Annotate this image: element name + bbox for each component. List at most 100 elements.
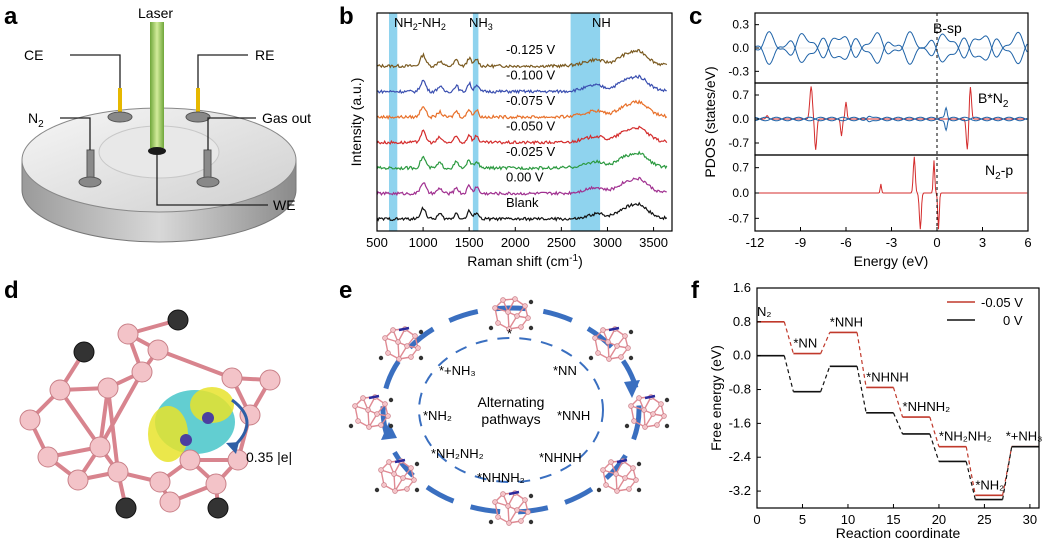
energy-connector (783, 321, 794, 354)
raman-series-line (376, 150, 668, 171)
adsorbate-n2 (608, 326, 620, 332)
pathway-atom (408, 354, 414, 360)
fe-y-tick-label: 0.8 (733, 314, 751, 329)
pathway-atom (352, 403, 358, 409)
pathway-atom (605, 339, 611, 345)
laser-beam (150, 22, 164, 148)
fe-x-tick-label: 5 (799, 512, 806, 527)
boron-atom (107, 461, 129, 483)
pathway-cluster-3 (596, 458, 642, 494)
boron-atom (147, 339, 169, 361)
pathway-atom (641, 407, 647, 413)
raman-series-line (376, 176, 667, 197)
pathway-atom (618, 354, 624, 360)
pathway-center-line2: pathways (481, 411, 540, 427)
pathway-bond (397, 341, 400, 360)
pathway-atom (522, 303, 528, 309)
step-label: *NN (793, 336, 817, 351)
pathway-atom (512, 296, 518, 302)
free-energy-x-axis-title: Reaction coordinate (836, 525, 961, 541)
raman-x-tick-label: 2500 (547, 235, 576, 250)
raman-series-label: -0.125 V (506, 42, 555, 57)
energy-connector (856, 366, 867, 413)
fe-x-tick-label: 10 (841, 512, 855, 527)
raman-series-line (376, 99, 668, 120)
pathway-bond (607, 341, 610, 360)
raman-x-tick-label: 3000 (593, 235, 622, 250)
pathway-terminal-atom (374, 487, 380, 493)
pathway-terminal-atom (528, 493, 534, 499)
pdos-x-tick-label: 3 (979, 235, 986, 250)
fe-x-tick-label: 0 (753, 512, 760, 527)
pathway-terminal-atom (418, 355, 424, 361)
pathway-atom (395, 339, 401, 345)
energy-connector (783, 355, 794, 392)
pathway-cycle: e Alternating pathways * *NN *NNH *NHNH … (339, 277, 670, 526)
pathway-terminal-atom (664, 397, 670, 403)
pathway-terminal-atom (528, 325, 534, 331)
boron-atom (117, 323, 139, 345)
pathway-atom (408, 465, 414, 471)
pathway-terminal-atom (636, 461, 642, 467)
pathway-atom (592, 335, 598, 341)
species-nhnh: *NHNH (539, 450, 582, 465)
pathway-atom (404, 486, 410, 492)
we-label: WE (273, 197, 296, 213)
pathway-atom (500, 297, 506, 303)
pathway-atom (525, 509, 531, 515)
pathway-atom (606, 356, 612, 362)
free-energy-legend: -0.05 V 0 V (947, 295, 1023, 328)
pathway-atom (600, 467, 606, 473)
pathway-atom (600, 327, 606, 333)
callout-lines (60, 54, 268, 206)
pathway-atom (642, 424, 648, 430)
pathway-atom (631, 418, 637, 424)
adsorbate-n2 (368, 394, 380, 400)
boron-atom (89, 436, 111, 458)
pathway-atom (355, 418, 361, 424)
gas-outlet (196, 149, 220, 188)
pathway-atom (505, 309, 511, 315)
pathway-atom (381, 482, 387, 488)
raman-x-axis-title: Raman shift (cm-1) (467, 253, 583, 269)
nitrogen-atom (180, 434, 192, 446)
pdos-legend-n2p: N2-p (985, 162, 1013, 182)
pdos-y-tick-label: 0.0 (732, 112, 749, 126)
pdos-x-tick-label: -12 (746, 235, 765, 250)
free-energy-chart: f N₂ *NN *NNH *NHNH *NHNH₂ *NH₂NH₂ *NH₂ *+NH₃ 0 5… (691, 277, 1043, 541)
pdos-curve (755, 156, 1028, 230)
pdos-x-tick-label: -6 (840, 235, 852, 250)
pathway-terminal-atom (664, 423, 670, 429)
adsorbate-n2 (508, 490, 520, 496)
pathway-atom (518, 324, 524, 330)
raman-series-label: -0.075 V (506, 93, 555, 108)
panel-e-label: e (339, 277, 352, 304)
re-label: RE (255, 47, 274, 63)
pdos-y-tick-label: 0.3 (732, 18, 749, 32)
boron-atom (131, 361, 153, 383)
fe-y-tick-label: 0.0 (733, 348, 751, 363)
boron-atom (239, 404, 261, 426)
pdos-y-tick-label: 0.0 (732, 186, 749, 200)
pathway-terminal-atom (388, 423, 394, 429)
pathway-atom (522, 497, 528, 503)
step-label: *+NH₃ (1006, 429, 1043, 444)
pathway-atom (650, 411, 656, 417)
pathway-terminal-atom (528, 519, 534, 525)
re-electrode (185, 88, 211, 123)
pathway-atom (492, 305, 498, 311)
fe-y-tick-label: -2.4 (729, 449, 751, 464)
legend-text-0v: 0 V (1003, 313, 1023, 328)
pathway-terminal-atom (628, 355, 634, 361)
pathway-atom (614, 488, 620, 494)
species-nnh: *NNH (557, 408, 590, 423)
pdos-legend-bsp: B-sp (933, 20, 962, 36)
pdos-plot: 0.3 0.0 -0.3 0.7 0.0 -0.7 0.7 0.0 -0.7 (728, 12, 1029, 232)
adsorbate-n2 (398, 326, 410, 332)
cluster-bond (58, 388, 102, 449)
nitrogen-atom (202, 412, 214, 424)
boron-atom (67, 469, 89, 491)
pathway-atom (622, 333, 628, 339)
boron-atom (19, 409, 41, 431)
pathway-atom (625, 345, 631, 351)
